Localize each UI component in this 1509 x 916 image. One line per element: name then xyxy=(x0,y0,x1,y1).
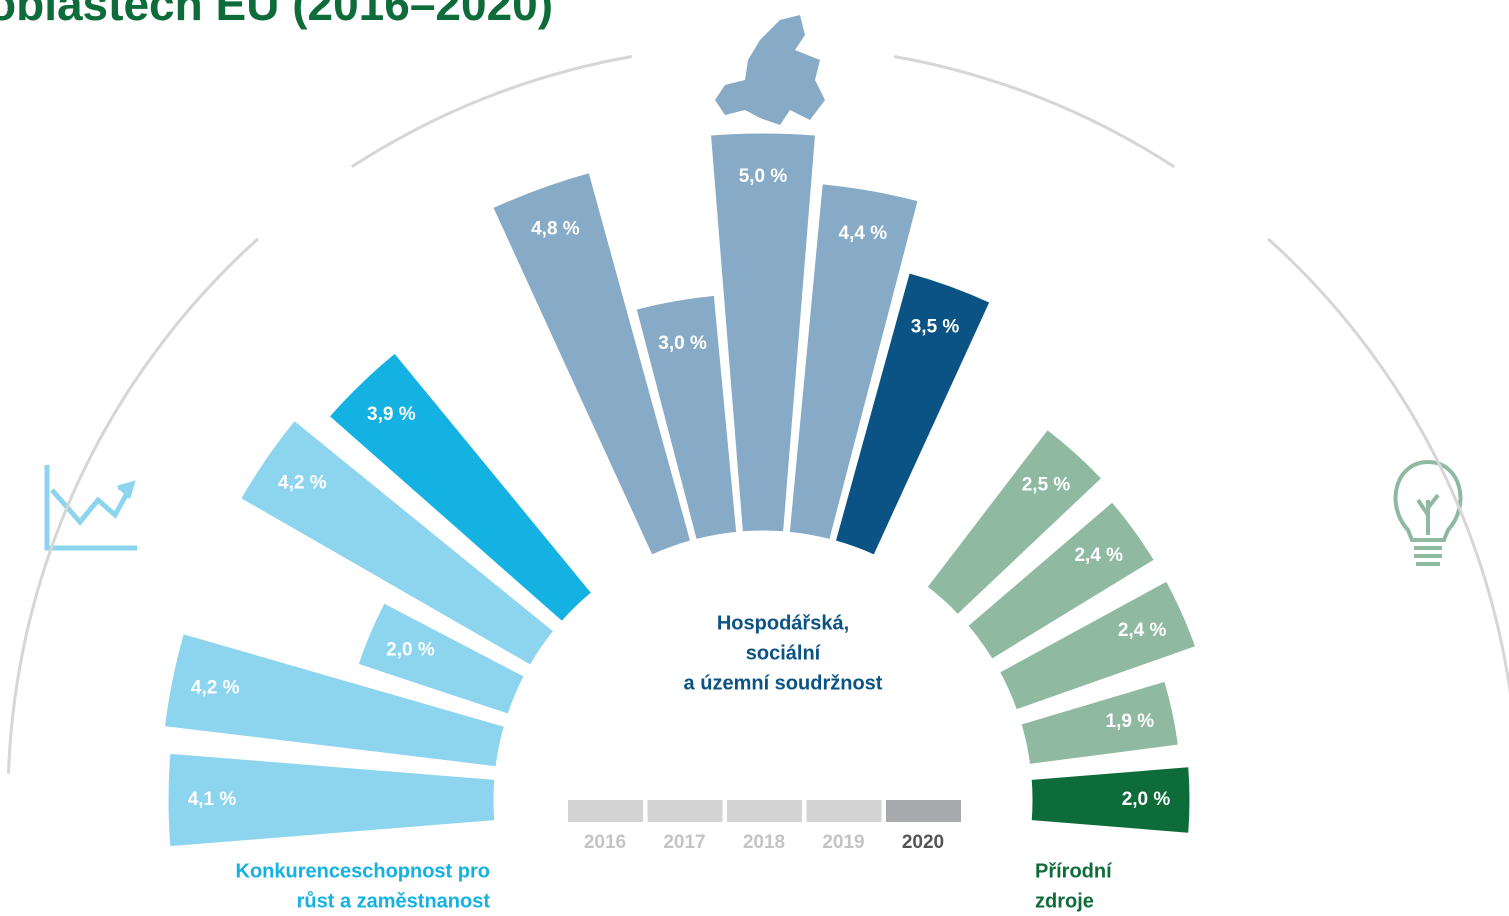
value-label: 2,0 % xyxy=(386,639,435,660)
legend-label: 2018 xyxy=(743,832,785,853)
arc-arrow xyxy=(350,54,633,169)
value-label: 4,2 % xyxy=(191,678,240,699)
group-label: Přírodní xyxy=(1035,860,1113,882)
legend-label: 2017 xyxy=(663,832,705,853)
chart-title: oblastech EU (2016–2020) xyxy=(0,0,553,30)
legend-swatch xyxy=(806,800,882,822)
chart-icon xyxy=(44,465,137,551)
bar xyxy=(354,599,528,718)
arc-arrow xyxy=(6,237,259,774)
value-label: 5,0 % xyxy=(739,166,788,187)
bar xyxy=(489,169,694,559)
bar xyxy=(996,577,1199,713)
group-label: růst a zaměstnanost xyxy=(297,890,491,912)
bar xyxy=(1017,678,1182,768)
legend-label: 2019 xyxy=(822,832,864,853)
value-label: 1,9 % xyxy=(1106,711,1155,732)
legend-swatch xyxy=(727,800,802,822)
legend-swatch xyxy=(886,800,961,822)
group-label: Hospodářská, xyxy=(717,612,849,634)
arc-arrow xyxy=(893,54,1176,169)
legend-label: 2016 xyxy=(584,832,626,853)
eu-map-icon xyxy=(715,15,825,125)
value-label: 2,4 % xyxy=(1074,545,1123,566)
bar xyxy=(832,269,994,559)
bar xyxy=(325,349,596,625)
value-label: 3,5 % xyxy=(911,316,960,337)
group-label: sociální xyxy=(746,642,822,664)
value-label: 3,9 % xyxy=(367,404,416,425)
value-label: 2,4 % xyxy=(1118,620,1167,641)
bar xyxy=(923,426,1106,618)
group-label: zdroje xyxy=(1035,890,1094,912)
bar xyxy=(1028,764,1193,836)
group-label: Konkurenceschopnost pro xyxy=(236,860,490,882)
lightbulb-icon xyxy=(1393,459,1463,566)
legend-label: 2020 xyxy=(902,832,944,853)
value-label: 4,4 % xyxy=(839,223,888,244)
bar xyxy=(165,750,498,850)
value-label: 4,1 % xyxy=(188,789,237,810)
arc-arrow xyxy=(1267,237,1509,695)
bar xyxy=(161,630,508,770)
value-label: 3,0 % xyxy=(658,333,707,354)
value-label: 4,8 % xyxy=(531,219,580,240)
legend-swatch xyxy=(647,800,723,822)
bar xyxy=(633,292,740,543)
group-label: a územní soudržnost xyxy=(684,672,883,694)
bar xyxy=(707,130,819,535)
bar xyxy=(237,416,558,669)
bar xyxy=(786,181,922,543)
value-label: 4,2 % xyxy=(278,472,327,493)
bar xyxy=(964,498,1158,663)
value-label: 2,0 % xyxy=(1122,789,1171,810)
legend-swatch xyxy=(568,800,643,822)
value-label: 2,5 % xyxy=(1022,475,1071,496)
